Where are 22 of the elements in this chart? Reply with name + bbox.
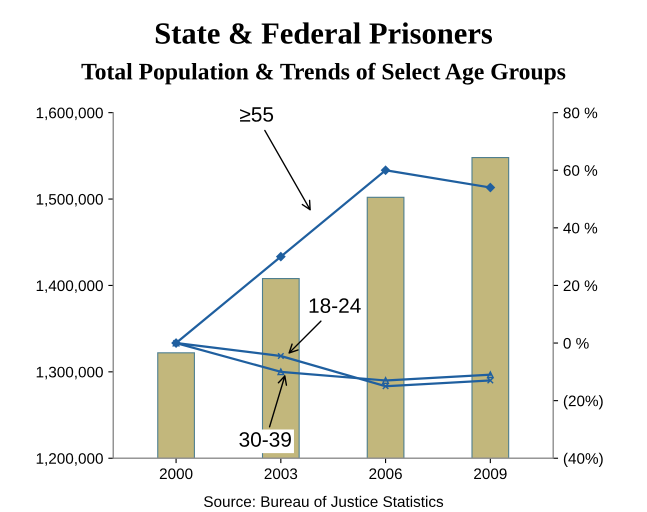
y-tick-label: 1,600,000 xyxy=(36,108,103,120)
chart-title: State & Federal Prisoners xyxy=(156,22,492,44)
x-tick-label: 2009 xyxy=(474,468,507,480)
y2-tick-label: (20%) xyxy=(564,395,603,410)
chart-subtitle: Total Population & Trends of Select Age Groups xyxy=(81,62,566,85)
y-tick-label: 1,200,000 xyxy=(36,453,103,466)
y2-tick-label: 0 % xyxy=(564,338,589,349)
y2-tick-label: (40%) xyxy=(564,452,603,467)
y-tick-label: 1,300,000 xyxy=(36,366,103,380)
y2-tick-label: 20 % xyxy=(564,280,598,292)
x-tick-label: 2000 xyxy=(160,468,192,480)
text: ≥55 xyxy=(240,107,274,122)
y2-tick-label: 40 % xyxy=(563,222,598,234)
source-note: Source: Bureau of Justice Statistics xyxy=(204,496,444,508)
text: 30-39 xyxy=(239,432,291,447)
y-tick-label: 1,500,000 xyxy=(36,194,103,207)
x-tick-label: 2003 xyxy=(264,468,298,480)
text: 18-24 xyxy=(310,298,361,313)
y-tick-label: 1,400,000 xyxy=(36,280,103,293)
y2-tick-label: 60 % xyxy=(564,165,598,176)
y2-tick-label: 80 % xyxy=(564,108,598,118)
x-tick-label: 2006 xyxy=(369,468,402,480)
